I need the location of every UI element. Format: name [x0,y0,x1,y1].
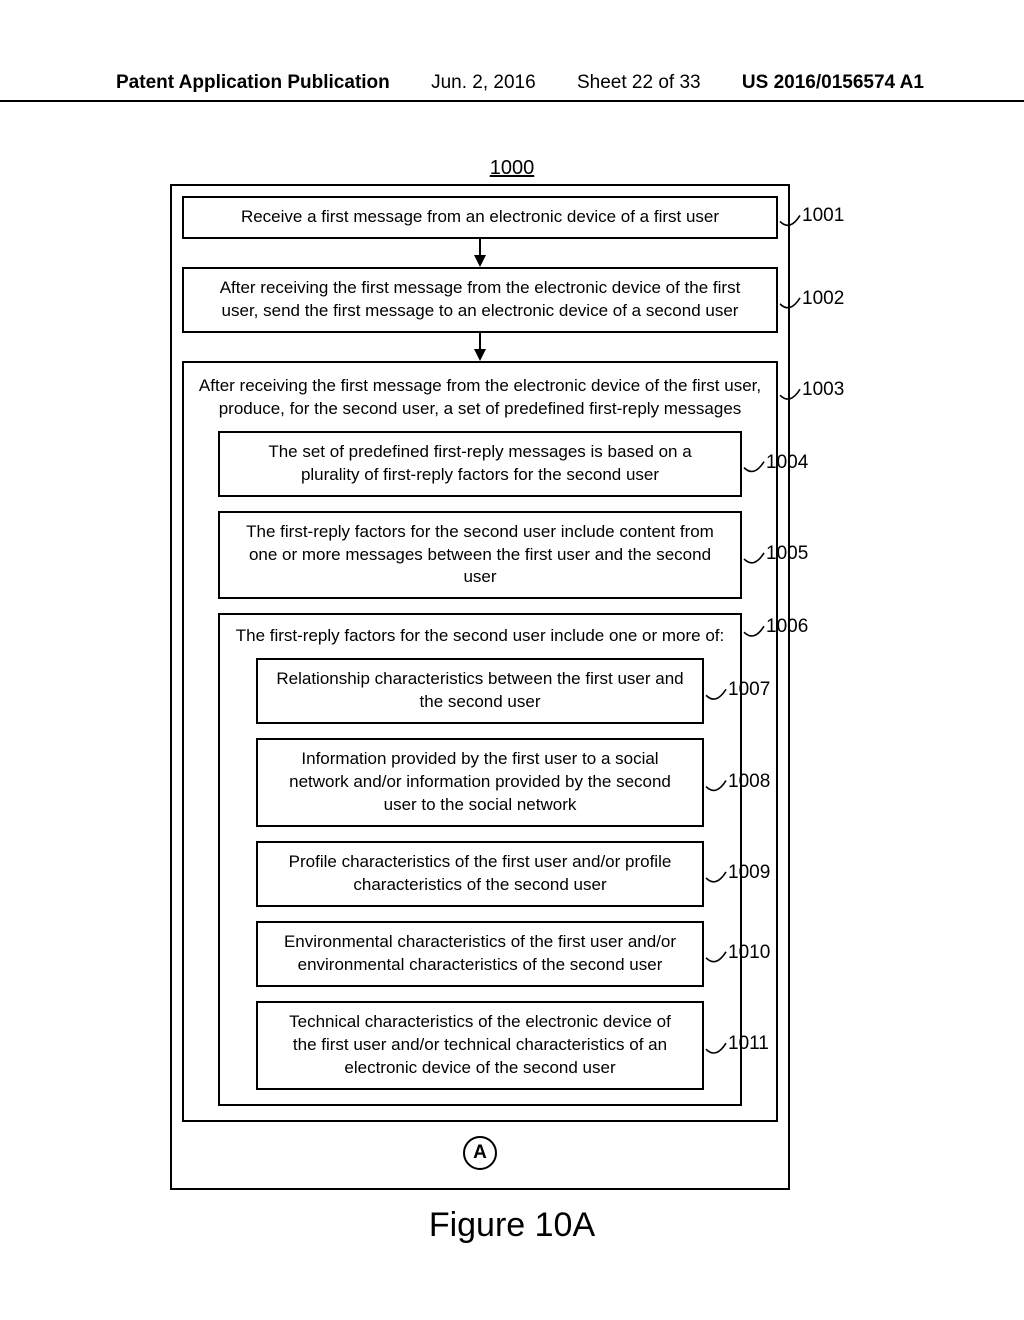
page-header: Patent Application Publication Jun. 2, 2… [0,72,1024,102]
step-1011: Technical characteristics of the electro… [256,1001,704,1090]
step-1008-text: Information provided by the first user t… [289,749,671,814]
step-1001-text: Receive a first message from an electron… [241,207,719,226]
step-1005: The first-reply factors for the second u… [218,511,742,600]
step-1005-text: The first-reply factors for the second u… [246,522,714,587]
page: Patent Application Publication Jun. 2, 2… [0,0,1024,1320]
flowchart: Receive a first message from an electron… [170,184,790,1190]
step-1010-text: Environmental characteristics of the fir… [284,932,676,974]
step-1003: After receiving the first message from t… [182,361,778,1122]
step-1011-text: Technical characteristics of the electro… [289,1012,671,1077]
step-1001: Receive a first message from an electron… [182,196,778,239]
ref-label-1010: 1010 [728,942,770,964]
flowchart-outer-frame: Receive a first message from an electron… [170,184,790,1190]
ref-label-1007: 1007 [728,679,770,701]
step-1002: After receiving the first message from t… [182,267,778,333]
off-page-connector-label: A [473,1142,487,1164]
step-1003-text: After receiving the first message from t… [196,375,764,421]
figure-reference-number: 1000 [0,157,1024,180]
ref-label-1001: 1001 [802,205,844,227]
ref-label-1006: 1006 [766,616,808,638]
ref-label-1003: 1003 [802,379,844,401]
step-1009: Profile characteristics of the first use… [256,841,704,907]
ref-label-1005: 1005 [766,543,808,565]
ref-label-1002: 1002 [802,288,844,310]
ref-label-1009: 1009 [728,862,770,884]
header-sheet: Sheet 22 of 33 [577,72,701,94]
arrow-1002-1003 [182,333,778,361]
step-1002-text: After receiving the first message from t… [220,278,741,320]
step-1006: The first-reply factors for the second u… [218,613,742,1105]
arrow-1001-1002 [182,239,778,267]
step-1004: The set of predefined first-reply messag… [218,431,742,497]
step-1007: Relationship characteristics between the… [256,658,704,724]
ref-label-1011: 1011 [728,1033,769,1055]
step-1006-text: The first-reply factors for the second u… [230,625,730,648]
off-page-connector: A [463,1136,497,1170]
figure-caption: Figure 10A [0,1206,1024,1245]
step-1004-text: The set of predefined first-reply messag… [268,442,691,484]
step-1010: Environmental characteristics of the fir… [256,921,704,987]
ref-label-1004: 1004 [766,452,808,474]
step-1007-text: Relationship characteristics between the… [276,669,683,711]
header-date: Jun. 2, 2016 [431,72,536,94]
step-1008: Information provided by the first user t… [256,738,704,827]
ref-label-1008: 1008 [728,771,770,793]
header-publication: Patent Application Publication [116,72,390,94]
step-1009-text: Profile characteristics of the first use… [289,852,672,894]
header-app-number: US 2016/0156574 A1 [742,72,924,94]
